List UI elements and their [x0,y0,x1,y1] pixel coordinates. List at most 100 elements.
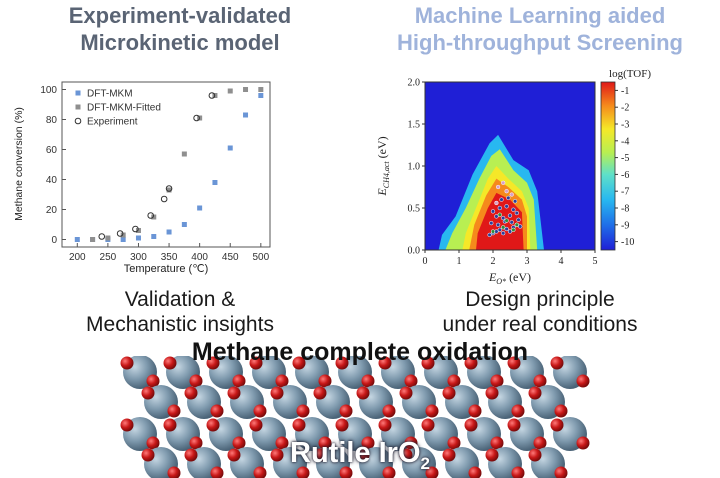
tof-heatmap-chart: 0 1 2 3 4 5 0.0 0.5 1.0 1.5 2.0 -1 -2 -3 -4 -5 -6 -7 -8 -9… [375,68,651,286]
right-caption: Design principle under real conditions [360,287,720,337]
conversion-y-tick-label: 0 [51,235,57,246]
legend-label: Experiment [87,117,138,128]
oxygen-atom [292,356,306,370]
catalyst-point [514,222,519,227]
catalyst-point [501,215,506,221]
oxygen-atom [378,418,392,432]
oxygen-atom [468,404,482,418]
catalyst-point [497,212,502,217]
conversion-x-tick-label: 350 [161,252,178,263]
oxygen-atom [447,374,461,388]
heatmap-x-tick-label: 1 [457,256,462,267]
conversion-x-tick-label: 250 [100,252,117,263]
oxygen-atom [507,418,521,432]
conversion-point-1 [227,88,233,94]
legend-marker [75,104,81,110]
colorbar-tick-label: -6 [621,170,629,181]
conversion-point-0 [135,235,141,241]
oxygen-atom [318,374,332,388]
oxygen-atom [206,356,220,370]
colorbar-tick-label: -5 [621,153,629,164]
colorbar-tick-label: -7 [621,187,629,198]
legend-marker [75,90,81,96]
oxygen-atom [120,356,134,370]
oxygen-atom [485,386,499,400]
oxygen-atom [485,448,499,462]
legend-marker [74,117,82,125]
conversion-point-2 [165,185,173,192]
catalyst-point [516,217,521,222]
catalyst-point [504,226,509,232]
oxygen-atom [399,448,413,462]
conversion-point-0 [120,237,126,242]
conversion-y-tick-label: 60 [46,145,58,156]
colorbar-label: log(TOF) [609,68,651,80]
oxygen-atom [550,356,564,370]
catalyst-point [504,189,509,194]
conversion-y-label: Methane conversion (%) [13,107,25,221]
conversion-point-1 [151,214,157,220]
catalyst-point [497,227,502,232]
oxygen-atom [163,418,177,432]
oxygen-atom [292,418,306,432]
conversion-point-1 [105,235,111,241]
conversion-point-0 [227,145,233,151]
oxygen-atom [296,404,310,418]
conversion-point-1 [120,232,126,238]
legend-label: DFT-MKM-Fitted [87,103,161,114]
oxygen-atom [356,386,370,400]
oxygen-atom [490,436,504,450]
colorbar-tick-label: -2 [621,103,629,114]
catalyst-point [487,232,492,238]
right-caption-line-1: Design principle [465,288,615,311]
oxygen-atom [378,356,392,370]
right-heading: Machine Learning aided High-throughput S… [360,2,720,56]
conversion-point-2 [208,92,216,99]
catalyst-point [495,184,501,190]
conversion-point-2 [116,230,124,237]
oxygen-atom [189,436,203,450]
oxygen-atom [163,356,177,370]
colorbar-tick-label: -8 [621,204,629,215]
oxygen-atom [550,418,564,432]
catalyst-point [511,227,516,232]
oxygen-atom [120,418,134,432]
heatmap-x-tick-label: 3 [525,256,530,267]
oxygen-atom [227,448,241,462]
catalyst-point [501,225,506,230]
oxygen-atom [533,436,547,450]
oxygen-atom [184,386,198,400]
catalyst-point [512,199,518,204]
oxygen-atom [361,374,375,388]
surface-label: Rutile IrO2 [290,437,430,473]
catalyst-point [495,222,501,227]
oxygen-atom [275,436,289,450]
oxygen-atom [399,386,413,400]
catalyst-point [511,207,516,212]
oxygen-atom [425,466,439,478]
oxygen-atom [206,418,220,432]
oxygen-atom [421,356,435,370]
catalyst-point [506,195,511,201]
conversion-plot-frame [61,81,271,248]
catalyst-point [497,205,502,211]
colorbar-tick-label: -3 [621,120,629,131]
catalyst-point [504,218,509,223]
conversion-point-2 [193,114,200,122]
conversion-x-label: Temperature (℃) [124,263,209,275]
catalyst-point [490,209,496,214]
right-caption-line-2: under real conditions [442,313,638,336]
conversion-x-tick-label: 450 [222,252,239,263]
oxygen-atom [335,418,349,432]
conversion-point-1 [166,187,172,193]
left-heading-line-1: Experiment-validated [68,3,292,28]
heatmap-y-tick-label: 0.5 [408,204,421,215]
catalyst-point [504,204,509,209]
heatmap-x-tick-label: 2 [491,256,496,267]
oxygen-atom [253,404,267,418]
oxygen-atom [421,418,435,432]
oxygen-atom [189,374,203,388]
oxygen-atom [184,448,198,462]
conversion-x-tick-label: 200 [69,252,86,263]
oxygen-atom [210,404,224,418]
